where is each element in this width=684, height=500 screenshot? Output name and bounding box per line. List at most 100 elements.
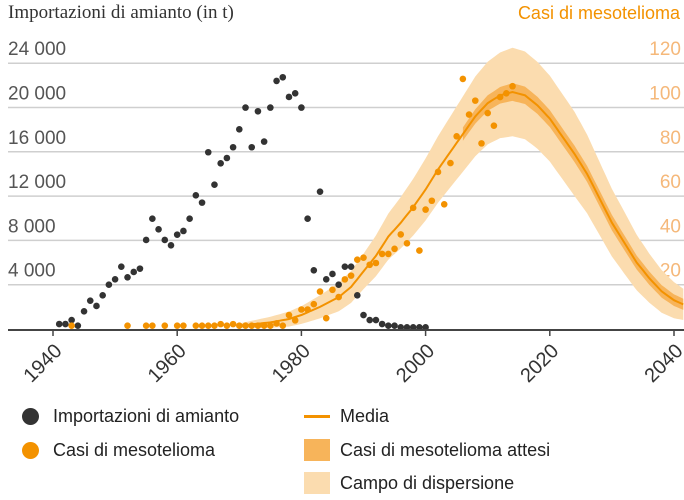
right-axis-title: Casi di mesotelioma [517,3,680,23]
case-point [366,261,374,269]
case-point [347,272,355,279]
import-point [310,267,318,274]
case-point [409,204,417,212]
case-point [173,322,181,329]
case-point [198,322,206,329]
case-point [416,247,423,254]
legend-dot-cases [22,442,39,459]
legend-swatch-expected [304,439,330,461]
dispersion-band [239,47,684,328]
import-point [260,138,268,145]
legend-label: Casi di mesotelioma attesi [340,439,551,460]
import-point [155,226,162,233]
case-point [124,322,131,329]
import-point [62,320,69,328]
legend-cases: Casi di mesotelioma [22,440,215,461]
import-point [353,292,361,299]
legend-dispersion: Campo di dispersione [304,472,514,494]
import-point [68,316,75,324]
import-point [422,324,429,331]
import-point [372,316,380,324]
case-point [267,322,274,329]
case-point [298,306,305,313]
case-point [192,322,200,329]
import-point [409,324,417,331]
case-point [372,259,380,267]
import-point [136,265,144,272]
case-point [204,322,212,329]
import-point [105,281,113,289]
case-point [459,75,467,83]
case-point [385,250,392,258]
case-point [211,322,218,329]
import-point [223,154,231,162]
x-tick-label: 1960 [144,340,191,387]
import-point [248,143,256,151]
case-point [490,122,498,129]
import-point [217,160,224,167]
legend-expected: Casi di mesotelioma attesi [304,439,550,461]
case-point [180,322,187,329]
y-right-tick-label: 100 [649,84,681,105]
import-point [111,275,119,283]
case-point [478,140,485,147]
case-point [422,206,429,213]
import-point [329,270,336,278]
case-point [403,239,411,247]
y-right-tick-label: 120 [649,39,681,60]
case-point [397,231,405,238]
import-point [80,307,88,315]
legend-swatch-dispersion [304,472,330,494]
import-point [291,90,299,97]
import-point [254,107,262,115]
x-tick-label: 1940 [20,340,67,387]
y-right-tick-label: 40 [660,216,681,237]
case-point [378,250,386,258]
x-tick-label: 2040 [641,340,684,387]
import-point [167,241,175,249]
import-point [186,215,193,222]
case-point [428,197,436,205]
import-point [211,181,218,188]
import-point [366,316,374,324]
media-line [239,90,684,327]
import-point [322,275,330,283]
import-point [198,199,206,206]
case-point [391,245,398,253]
case-point [471,97,479,104]
case-point [496,93,504,101]
import-point [391,322,398,329]
import-point [149,215,156,222]
case-point [291,317,299,324]
case-point [335,293,342,301]
import-point [173,231,181,238]
import-point [86,297,94,304]
import-point [416,324,423,331]
case-point [453,132,460,140]
import-point [192,192,200,199]
import-point [341,263,349,270]
y-left-tick-label: 12 000 [8,172,66,193]
case-point [142,322,150,329]
legend-dot-imports [22,408,39,425]
case-point [322,314,330,322]
y-left-tick-label: 16 000 [8,128,66,149]
y-left-tick-label: 4 000 [8,261,56,282]
legend-label: Campo di dispersione [340,472,515,493]
import-point [161,236,169,244]
legend-imports: Importazioni di amianto [22,406,239,427]
case-point [329,286,336,294]
case-point [285,311,293,319]
case-point [503,90,510,97]
case-point [440,200,448,208]
case-point [304,306,311,313]
legend-media: Media [304,406,389,427]
import-point [236,126,243,133]
import-point [298,104,305,111]
import-point [229,143,237,151]
case-point [310,300,318,308]
legend-label: Media [340,406,390,426]
import-point [242,104,249,111]
legend-label: Casi di mesotelioma [53,440,216,460]
